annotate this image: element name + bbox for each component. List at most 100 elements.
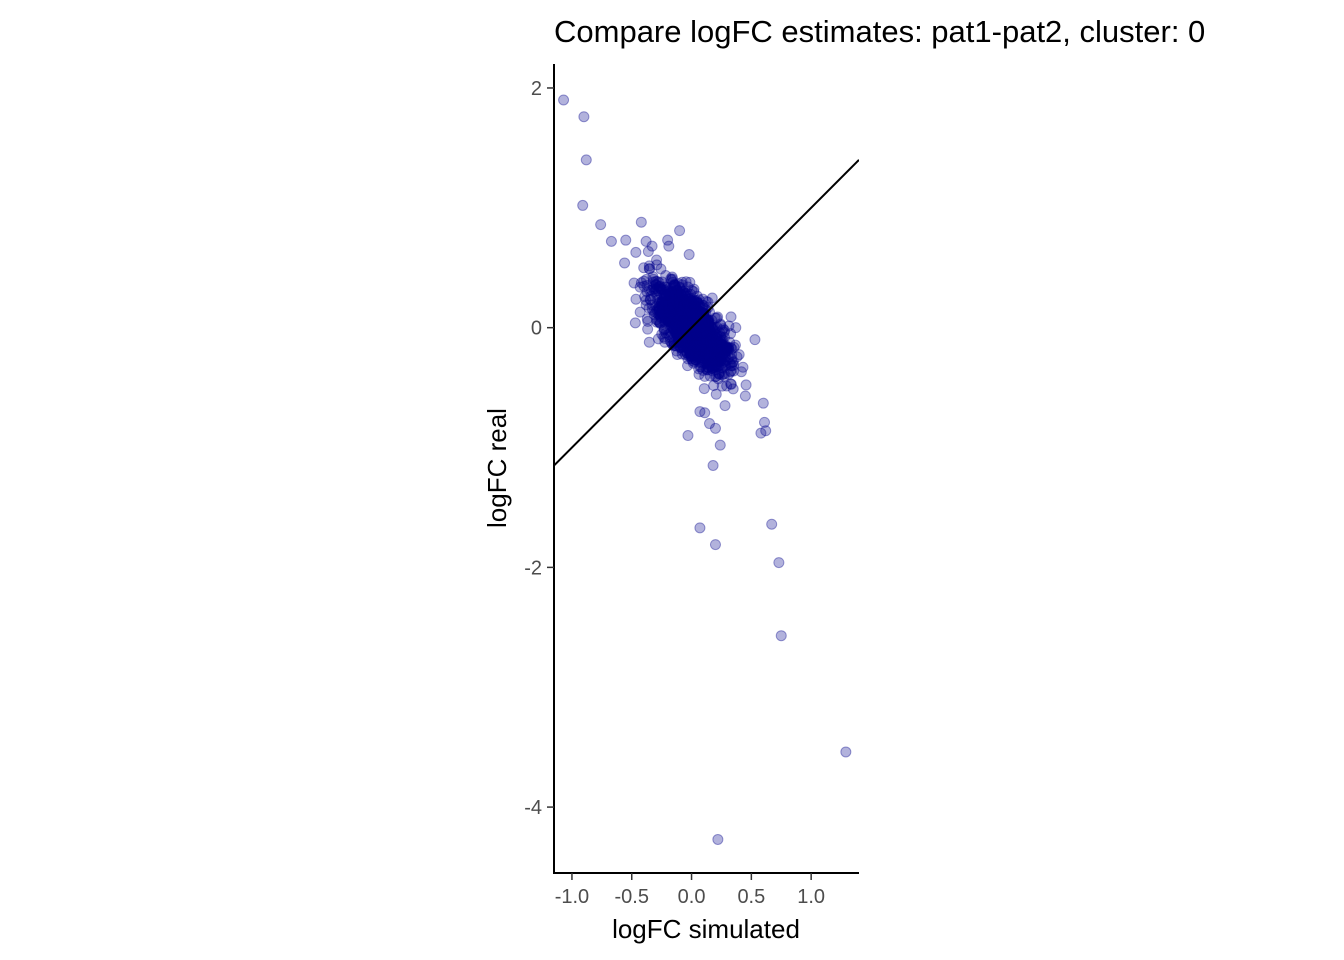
data-point [697, 321, 709, 333]
data-point [704, 338, 716, 350]
data-point [691, 342, 703, 354]
data-point [694, 329, 706, 341]
data-point [641, 286, 653, 298]
data-point [676, 322, 688, 334]
data-point [671, 305, 683, 317]
data-point [690, 311, 702, 322]
data-point [680, 297, 692, 309]
data-point [674, 299, 686, 311]
data-point [680, 334, 692, 346]
data-point [691, 334, 703, 346]
data-point [715, 338, 727, 350]
data-point [710, 335, 722, 347]
data-point [680, 316, 692, 328]
data-point [708, 347, 720, 359]
data-point [708, 325, 720, 337]
data-point [683, 304, 695, 316]
data-point [686, 311, 698, 323]
data-point [715, 355, 727, 367]
data-point [692, 325, 704, 337]
data-point [689, 332, 701, 344]
data-point [711, 356, 723, 368]
data-point [697, 321, 709, 333]
data-point [693, 368, 705, 380]
data-point [653, 316, 665, 328]
data-point [677, 306, 689, 318]
data-point [695, 321, 707, 333]
data-point [683, 350, 695, 362]
data-point [749, 334, 761, 346]
data-point [698, 300, 710, 312]
data-point [698, 320, 710, 332]
data-point [677, 319, 689, 331]
data-point [691, 342, 703, 354]
data-point [644, 263, 656, 275]
data-point [697, 317, 709, 329]
data-point [692, 327, 704, 339]
data-point [703, 320, 715, 332]
data-point [707, 346, 719, 358]
data-point [682, 305, 694, 317]
data-point [685, 310, 697, 322]
data-point [670, 320, 682, 332]
data-point [659, 313, 671, 325]
data-point [690, 327, 702, 339]
data-point [671, 312, 683, 324]
data-point [678, 312, 690, 324]
data-point [653, 302, 665, 314]
data-point [693, 337, 704, 349]
data-point [692, 324, 704, 336]
data-point [709, 344, 721, 356]
data-point [699, 320, 711, 332]
data-point [686, 300, 698, 312]
data-point [675, 297, 687, 309]
data-point [686, 329, 698, 341]
data-point [671, 289, 683, 301]
data-point [692, 312, 704, 324]
data-point [712, 345, 724, 357]
data-point [642, 323, 654, 335]
data-point [692, 346, 704, 358]
data-point [665, 274, 677, 286]
data-point [687, 322, 699, 334]
data-point [664, 310, 676, 322]
data-point [680, 298, 692, 310]
data-point [697, 323, 709, 335]
data-point [679, 321, 691, 333]
data-point [658, 324, 670, 336]
data-point [690, 336, 702, 348]
data-point [707, 365, 719, 377]
data-point [664, 298, 676, 310]
data-point [677, 321, 689, 333]
data-point [661, 307, 673, 319]
data-point [674, 331, 686, 343]
data-point [671, 284, 683, 296]
data-point [703, 321, 715, 333]
data-point [703, 333, 715, 345]
data-point [630, 246, 642, 258]
data-point [706, 339, 718, 351]
data-point [674, 225, 686, 237]
data-point [694, 325, 706, 337]
data-point [704, 326, 716, 338]
data-point [663, 240, 675, 252]
data-point [683, 314, 695, 326]
data-point [677, 320, 689, 332]
data-point [706, 343, 718, 355]
data-point [715, 346, 727, 358]
data-point [686, 313, 698, 325]
data-point [689, 349, 701, 361]
data-point [662, 304, 674, 316]
data-point [679, 310, 691, 322]
data-point [708, 380, 720, 392]
data-point [699, 317, 711, 329]
data-point [694, 326, 706, 338]
data-point [701, 364, 713, 376]
data-point [671, 324, 683, 336]
data-point [691, 314, 703, 326]
data-point [661, 314, 673, 326]
data-point [682, 309, 694, 321]
data-point [677, 318, 689, 330]
data-point [682, 302, 694, 314]
